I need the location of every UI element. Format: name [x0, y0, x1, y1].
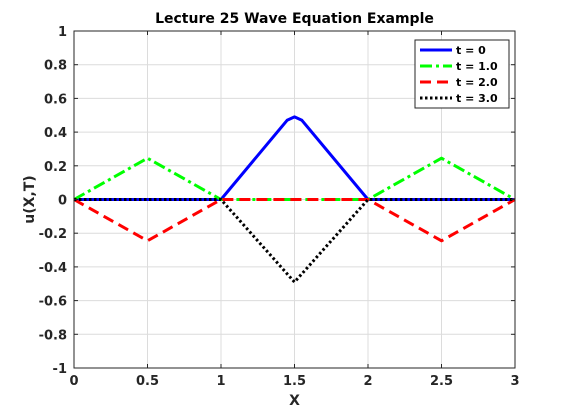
chart-title: Lecture 25 Wave Equation Example — [155, 11, 434, 27]
x-tick-label: 3 — [510, 374, 519, 389]
legend: t = 0 t = 1.0 t = 2.0 t = 3.0 — [414, 39, 510, 109]
x-tick-label: 2 — [363, 374, 372, 389]
x-tick-label: 0 — [69, 374, 78, 389]
y-tick-label: 0.6 — [44, 92, 67, 107]
y-tick-label: -0.6 — [39, 295, 67, 310]
y-tick-label: 0 — [58, 194, 67, 209]
y-tick-label: 0.2 — [44, 160, 67, 175]
series-line-2 — [73, 156, 516, 201]
series-line-4 — [74, 198, 515, 284]
y-tick-label: 1 — [58, 25, 67, 40]
y-tick-label: -0.8 — [39, 328, 67, 343]
series-line-3 — [73, 198, 516, 243]
y-tick-label: -0.4 — [39, 261, 67, 276]
axis-ticks: 0 0.5 1 1.5 2 2.5 3 -1 -0.8 -0.6 -0.4 -0.2 0 0.2 0.4 0.… — [39, 25, 520, 389]
x-axis-label: X — [289, 393, 300, 409]
x-tick-label: 1.5 — [283, 374, 306, 389]
legend-label: t = 3.0 — [456, 92, 498, 105]
series-lines — [73, 115, 516, 284]
x-tick-label: 1 — [216, 374, 225, 389]
y-tick-label: -0.2 — [39, 227, 67, 242]
legend-label: t = 2.0 — [456, 76, 498, 89]
legend-label: t = 0 — [456, 44, 486, 57]
y-tick-label: 0.8 — [44, 59, 67, 74]
x-tick-label: 0.5 — [136, 374, 159, 389]
x-tick-label: 2.5 — [430, 374, 453, 389]
y-axis-label: u(X,T) — [22, 175, 38, 223]
legend-label: t = 1.0 — [456, 60, 498, 73]
y-tick-label: 0.4 — [44, 126, 67, 141]
y-tick-label: -1 — [53, 362, 67, 377]
